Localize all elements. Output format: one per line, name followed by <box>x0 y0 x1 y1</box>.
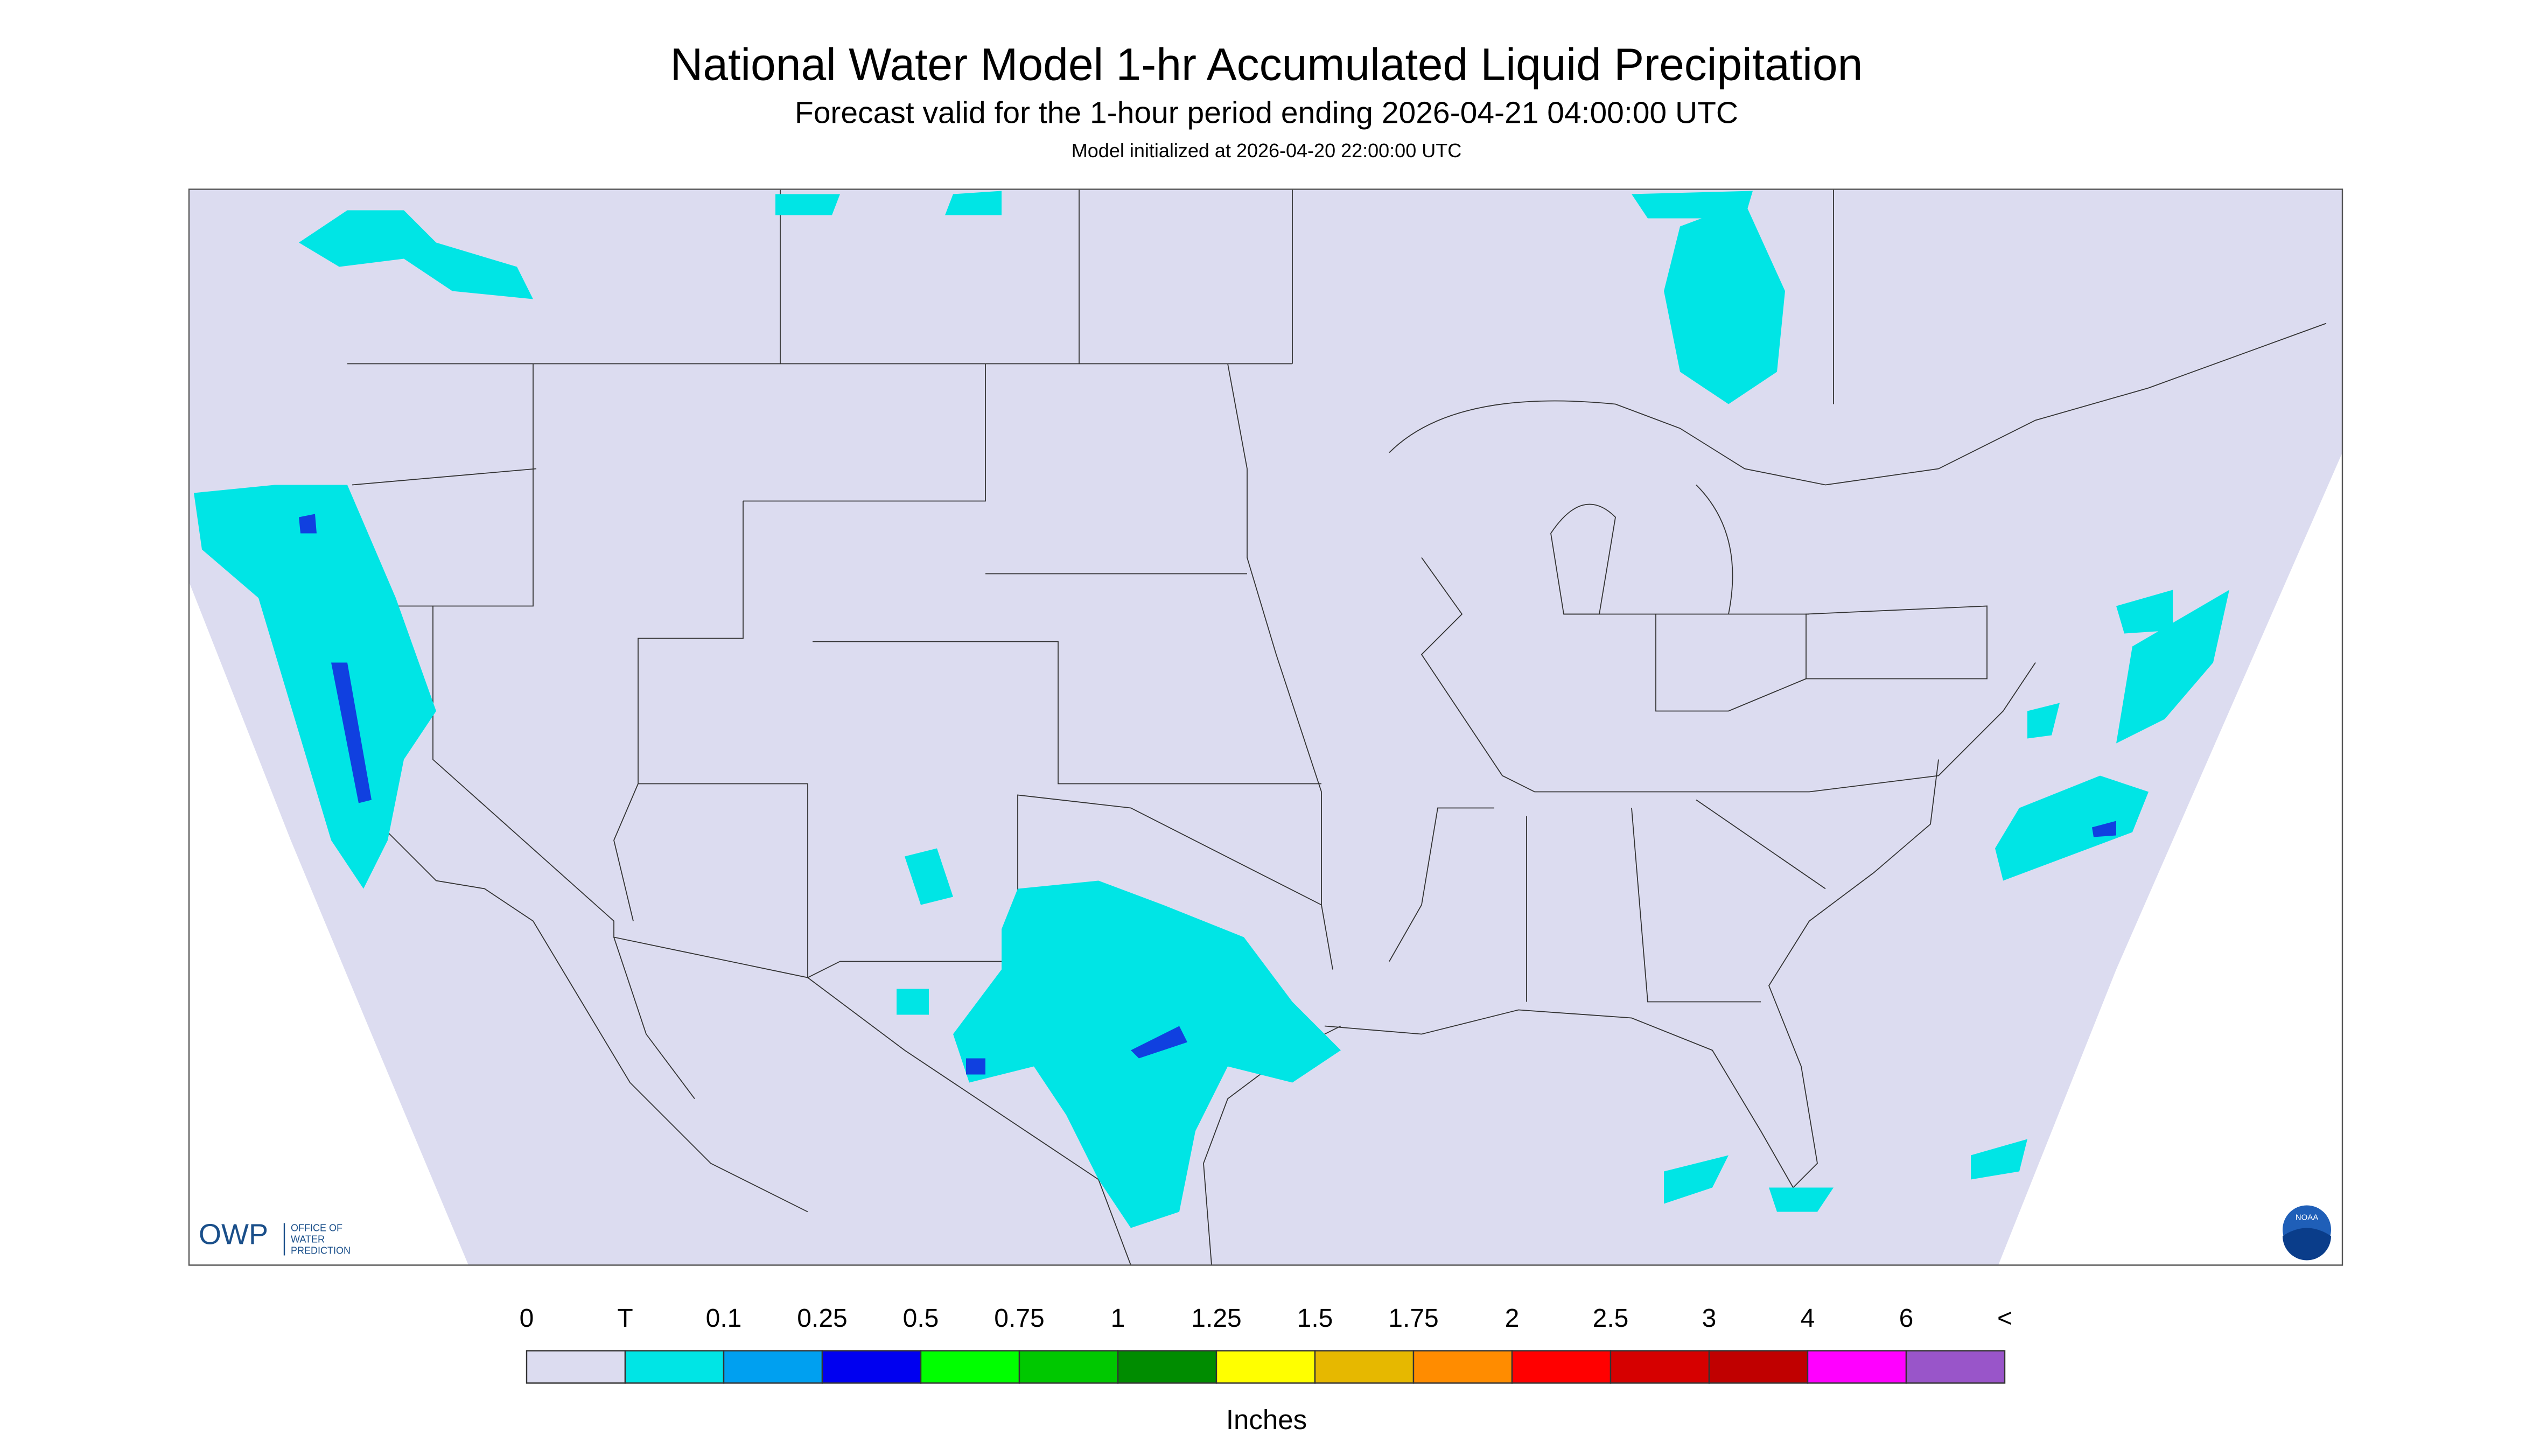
subtitle: Forecast valid for the 1-hour period end… <box>795 96 1738 130</box>
legend-swatch <box>1117 1350 1217 1384</box>
legend-label: 4 <box>1801 1304 1815 1333</box>
map-background <box>189 189 2342 1265</box>
legend-label: 0.25 <box>797 1304 847 1333</box>
owp-logo-line: PREDICTION <box>291 1245 351 1256</box>
legend-swatch <box>723 1350 823 1384</box>
owp-logo-line: OFFICE OF <box>291 1223 342 1234</box>
outside-domain <box>1998 452 2342 1265</box>
legend-swatch <box>821 1350 922 1384</box>
map-frame <box>188 188 2343 1266</box>
legend-swatch <box>920 1350 1020 1384</box>
legend-swatch <box>1018 1350 1119 1384</box>
legend-label: 2.5 <box>1593 1304 1629 1333</box>
legend-swatch <box>1708 1350 1809 1384</box>
legend-swatch <box>1905 1350 2006 1384</box>
legend-label: 0.5 <box>903 1304 939 1333</box>
map: OWP OFFICE OF WATER PREDICTION NOAA <box>188 188 2343 1266</box>
legend-label: 0.75 <box>994 1304 1044 1333</box>
owp-logo-line: WATER <box>291 1234 325 1245</box>
legend-label: 0 <box>520 1304 534 1333</box>
legend-label: 0.1 <box>706 1304 742 1333</box>
title: National Water Model 1-hr Accumulated Li… <box>670 39 1863 90</box>
noaa-logo-text: NOAA <box>2296 1213 2319 1222</box>
legend-swatch <box>1314 1350 1415 1384</box>
legend-label: 2 <box>1505 1304 1520 1333</box>
legend-label: < <box>1997 1304 2012 1333</box>
legend-label: 1 <box>1111 1304 1125 1333</box>
legend: 0 T 0.1 0.25 0.5 0.75 1 1.25 1.5 1.75 2 2.5 3 4 6 < <box>520 1304 2012 1384</box>
legend-swatch <box>1610 1350 1710 1384</box>
precipitation-areas <box>194 191 2229 1228</box>
legend-swatch <box>624 1350 725 1384</box>
outside-domain <box>189 582 468 1265</box>
legend-label: T <box>617 1304 633 1333</box>
noaa-logo-wave <box>2283 1228 2331 1261</box>
legend-label: 1.25 <box>1191 1304 1241 1333</box>
legend-swatch <box>1511 1350 1612 1384</box>
legend-label: 1.5 <box>1297 1304 1333 1333</box>
legend-swatch <box>1215 1350 1316 1384</box>
init-time: Model initialized at 2026-04-20 22:00:00… <box>1072 139 1461 162</box>
legend-label: 3 <box>1702 1304 1717 1333</box>
owp-logo: OWP <box>199 1219 268 1251</box>
legend-swatch <box>1807 1350 1907 1384</box>
legend-label: 1.75 <box>1388 1304 1438 1333</box>
legend-unit: Inches <box>1226 1404 1307 1435</box>
legend-swatch <box>1412 1350 1513 1384</box>
legend-label: 6 <box>1899 1304 1914 1333</box>
legend-swatch <box>526 1350 626 1384</box>
